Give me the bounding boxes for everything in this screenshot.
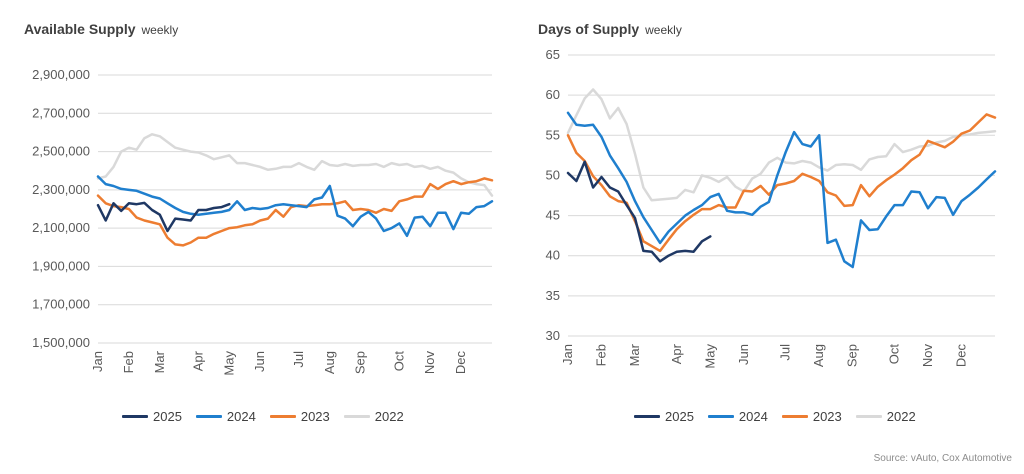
- legend-item-2022: 2022: [343, 409, 404, 424]
- legend-label: 2023: [300, 409, 330, 424]
- legend-item-2023: 2023: [781, 409, 842, 424]
- x-tick-label: Sep: [353, 351, 368, 374]
- y-tick-label: 40: [546, 248, 560, 263]
- legend-swatch-2025: [122, 415, 148, 418]
- series-line-2025: [566, 160, 712, 263]
- x-tick-label: Jun: [736, 344, 751, 365]
- legend-item-2022: 2022: [855, 409, 916, 424]
- x-tick-label: Jul: [291, 351, 306, 368]
- legend-item-2025: 2025: [634, 409, 694, 424]
- series-line-2022: [96, 133, 494, 197]
- legend-label: 2023: [812, 409, 842, 424]
- y-tick-label: 55: [546, 127, 560, 142]
- available-supply-panel: Available Supply weekly 1,500,000 1,700,00…: [24, 21, 494, 424]
- y-tick-label: 2,900,000: [32, 67, 90, 82]
- y-tick-label: 2,500,000: [32, 144, 90, 159]
- x-tick-label: Aug: [811, 344, 826, 367]
- legend-label: 2025: [153, 409, 182, 424]
- legend-item-2024: 2024: [195, 409, 256, 424]
- x-tick-label: Feb: [593, 344, 608, 366]
- x-tick-label: Jun: [252, 351, 267, 372]
- legend-swatch-2022: [855, 415, 882, 418]
- y-tick-label: 65: [546, 47, 560, 62]
- chart-subtitle: weekly: [141, 23, 179, 37]
- legend-item-2025: 2025: [122, 409, 182, 424]
- series-line-2025: [96, 201, 231, 233]
- legend-swatch-2023: [269, 415, 296, 418]
- y-tick-label: 1,500,000: [32, 335, 90, 350]
- y-tick-label: 50: [546, 167, 560, 182]
- x-tick-label: May: [221, 351, 236, 376]
- available-supply-chart: 1,500,000 1,700,000 1,900,000 2,100,000 2,30…: [32, 67, 494, 376]
- x-tick-label: Jan: [90, 351, 105, 372]
- series-line-2024: [96, 175, 494, 238]
- x-tick-label: Dec: [453, 351, 468, 375]
- chart-legend: 2025 2024 2023 2022: [634, 409, 930, 424]
- x-tick-label: Jan: [560, 344, 575, 365]
- legend-swatch-2025: [634, 415, 660, 418]
- x-tick-label: May: [702, 344, 717, 369]
- days-of-supply-chart: 30 35 40 45 50 55 60 65 Jan Feb Mar Apr May Jun Jul Aug…: [546, 47, 997, 369]
- legend-item-2024: 2024: [707, 409, 768, 424]
- days-of-supply-panel: Days of Supply weekly 30 35 40 45 50 55 60 65 Jan…: [512, 0, 1024, 474]
- y-tick-label: 60: [546, 87, 560, 102]
- x-tick-label: Aug: [322, 351, 337, 374]
- y-tick-label: 1,900,000: [32, 258, 90, 273]
- x-tick-label: Apr: [190, 350, 205, 371]
- chart-title-text: Days of Supply: [538, 21, 640, 37]
- y-tick-label: 2,700,000: [32, 105, 90, 120]
- legend-label: 2025: [665, 409, 694, 424]
- chart-subtitle: weekly: [645, 23, 682, 37]
- y-tick-label: 1,700,000: [32, 297, 90, 312]
- chart-title: Days of Supply weekly: [538, 21, 682, 37]
- legend-swatch-2024: [195, 415, 222, 418]
- x-tick-label: Apr: [669, 343, 684, 364]
- legend-swatch-2023: [781, 415, 808, 418]
- legend-label: 2024: [738, 409, 768, 424]
- chart-legend: 2025 2024 2023 2022: [122, 409, 418, 424]
- x-tick-label: Sep: [845, 344, 860, 367]
- y-tick-label: 2,300,000: [32, 182, 90, 197]
- x-tick-label: Oct: [391, 351, 406, 372]
- legend-label: 2024: [226, 409, 256, 424]
- source-note: Source: vAuto, Cox Automotive: [873, 453, 1012, 464]
- series-line-2024: [566, 111, 997, 269]
- x-tick-label: Nov: [422, 351, 437, 375]
- x-tick-label: Nov: [920, 344, 935, 368]
- legend-swatch-2024: [707, 415, 734, 418]
- x-tick-label: Dec: [954, 344, 969, 368]
- x-tick-label: Mar: [627, 343, 642, 366]
- x-tick-label: Jul: [778, 344, 793, 361]
- legend-label: 2022: [886, 409, 916, 424]
- x-tick-label: Feb: [121, 351, 136, 373]
- x-tick-label: Oct: [887, 344, 902, 365]
- chart-title-text: Available Supply: [24, 21, 136, 37]
- y-tick-label: 35: [546, 288, 560, 303]
- x-tick-label: Mar: [152, 350, 167, 373]
- legend-item-2023: 2023: [269, 409, 330, 424]
- chart-title: Available Supply weekly: [24, 21, 178, 37]
- legend-label: 2022: [374, 409, 404, 424]
- y-tick-label: 45: [546, 208, 560, 223]
- legend-swatch-2022: [343, 415, 370, 418]
- y-tick-label: 30: [546, 328, 560, 343]
- y-tick-label: 2,100,000: [32, 220, 90, 235]
